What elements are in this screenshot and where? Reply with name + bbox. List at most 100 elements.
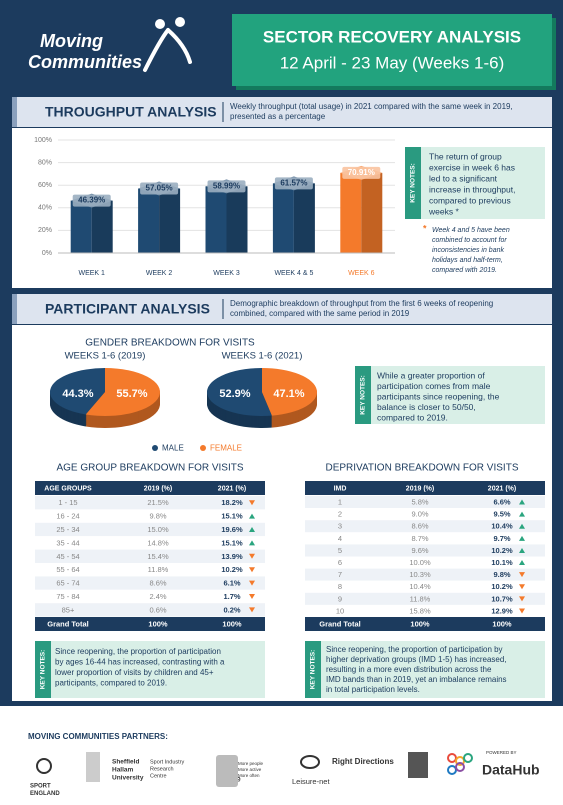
- y-tick-label: 20%: [38, 227, 52, 234]
- legend-marker: [200, 445, 206, 451]
- partner-logo-text: Centre: [150, 773, 167, 779]
- page-title: SECTOR RECOVERY ANALYSIS: [263, 27, 521, 46]
- key-note-text: The return of group: [429, 151, 502, 161]
- key-note-text: Since reopening, the proportion of parti…: [326, 645, 503, 654]
- footnote-text: holidays and half-term,: [432, 257, 503, 264]
- x-tick-label: WEEK 1: [78, 270, 105, 277]
- table-cell: 11.8%: [410, 594, 431, 603]
- table-cell: 18.2%: [221, 498, 243, 507]
- table-total-cell: 100%: [148, 619, 168, 628]
- table-cell: 10.1%: [491, 558, 513, 567]
- value-label-box: [140, 182, 179, 195]
- table-row: [35, 522, 265, 537]
- footnote-text: compared with 2019.: [432, 267, 497, 274]
- table-cell: 9: [338, 594, 342, 603]
- table-cell: 9.0%: [411, 510, 428, 519]
- table-row: [305, 496, 545, 509]
- y-tick-label: 0%: [42, 250, 52, 257]
- table-cell: 9.6%: [411, 546, 428, 555]
- key-note-box: [355, 366, 545, 424]
- pie-label: 52.9%: [219, 388, 250, 400]
- section-description: Demographic breakdown of throughput from…: [230, 299, 493, 308]
- legend-label: MALE: [162, 444, 184, 453]
- value-label-box: [342, 166, 381, 179]
- bar-side: [159, 188, 181, 253]
- logo-icon: [143, 17, 192, 72]
- trend-arrow: [249, 500, 255, 506]
- trend-arrow: [249, 580, 255, 586]
- table-cell: 10: [336, 606, 344, 615]
- table-header-cell: 2019 (%): [406, 485, 434, 492]
- table-total-cell: Grand Total: [47, 619, 89, 628]
- table-cell: 4: [338, 534, 342, 543]
- key-note-box: [35, 641, 265, 698]
- table-row: [35, 589, 265, 604]
- table-header: [305, 481, 545, 495]
- key-note-strip: [355, 366, 371, 424]
- table-row: [305, 604, 545, 617]
- section-title: PARTICIPANT ANALYSIS: [45, 301, 210, 317]
- value-label: 57.05%: [146, 184, 173, 193]
- table-cell: 9.8%: [493, 570, 510, 579]
- table-cell: 8: [338, 582, 342, 591]
- key-note-box: [305, 641, 545, 698]
- legend-label: FEMALE: [210, 444, 242, 453]
- page-subtitle: 12 April - 23 May (Weeks 1-6): [280, 53, 505, 72]
- table-cell: 14.8%: [147, 538, 169, 547]
- band-edge: [12, 97, 17, 127]
- key-note-text: balance is closer to 50/50,: [377, 402, 476, 412]
- value-label-box: [207, 180, 246, 193]
- bar-side: [91, 200, 113, 253]
- partner-logo-text: More active: [238, 767, 262, 772]
- key-note-text: higher deprivation groups (IMD 1-5) has …: [326, 655, 507, 664]
- bar: [272, 183, 294, 253]
- table-cell: 15.1%: [221, 538, 243, 547]
- partner-icon: [455, 762, 465, 772]
- table-cell: 0.2%: [223, 605, 240, 614]
- key-note-box: [405, 147, 545, 219]
- table-cell: 65 - 74: [56, 579, 79, 588]
- table-total-cell: 100%: [410, 619, 430, 628]
- y-tick-label: 100%: [34, 137, 52, 144]
- title-box: [232, 14, 552, 86]
- table-cell: 6.6%: [493, 498, 510, 507]
- trend-arrow: [519, 499, 525, 505]
- partner-logo-text: Leisure-net: [292, 777, 330, 786]
- table-total: [305, 617, 545, 631]
- pie-slice: [207, 368, 272, 416]
- footnote-text: combined to account for: [432, 237, 507, 244]
- table-cell: 5: [338, 546, 342, 555]
- table-header-cell: AGE GROUPS: [44, 485, 92, 492]
- trend-arrow: [249, 527, 255, 532]
- table-row: [35, 496, 265, 510]
- table-cell: 2: [338, 510, 342, 519]
- footnote-text: Week 4 and 5 have been: [432, 227, 510, 234]
- legend-marker: [152, 445, 158, 451]
- section-band: [12, 294, 552, 324]
- partner-icon: [300, 755, 320, 769]
- key-note-text: exercise in week 6 has: [429, 162, 515, 172]
- partner-logo-text: More people: [238, 761, 264, 766]
- table-cell: 11.8%: [148, 565, 169, 574]
- table-cell: 75 - 84: [56, 592, 79, 601]
- partner-logo-text: SPORT: [30, 784, 51, 790]
- table-header: [35, 481, 265, 495]
- table-cell: 6: [338, 558, 342, 567]
- footer-panel: [0, 706, 563, 805]
- value-label: 70.91%: [348, 168, 375, 177]
- section-band: [12, 97, 552, 127]
- table-row: [305, 556, 545, 569]
- partner-logo-text: DataHub: [482, 762, 540, 778]
- table-cell: 15.8%: [409, 606, 431, 615]
- table-cell: 15.4%: [147, 552, 169, 561]
- table-cell: 0.6%: [149, 605, 166, 614]
- table-row: [305, 580, 545, 593]
- partner-logo-text: Sheffield: [112, 759, 139, 766]
- table-row: [305, 532, 545, 545]
- table-cell: 15.1%: [221, 512, 243, 521]
- key-note-text: compared to previous: [429, 195, 511, 205]
- table-cell: 19.6%: [221, 525, 243, 534]
- value-label-box: [274, 177, 313, 190]
- table-cell: 16 - 24: [56, 512, 79, 521]
- partner-logo-text: Sport Industry: [150, 759, 184, 765]
